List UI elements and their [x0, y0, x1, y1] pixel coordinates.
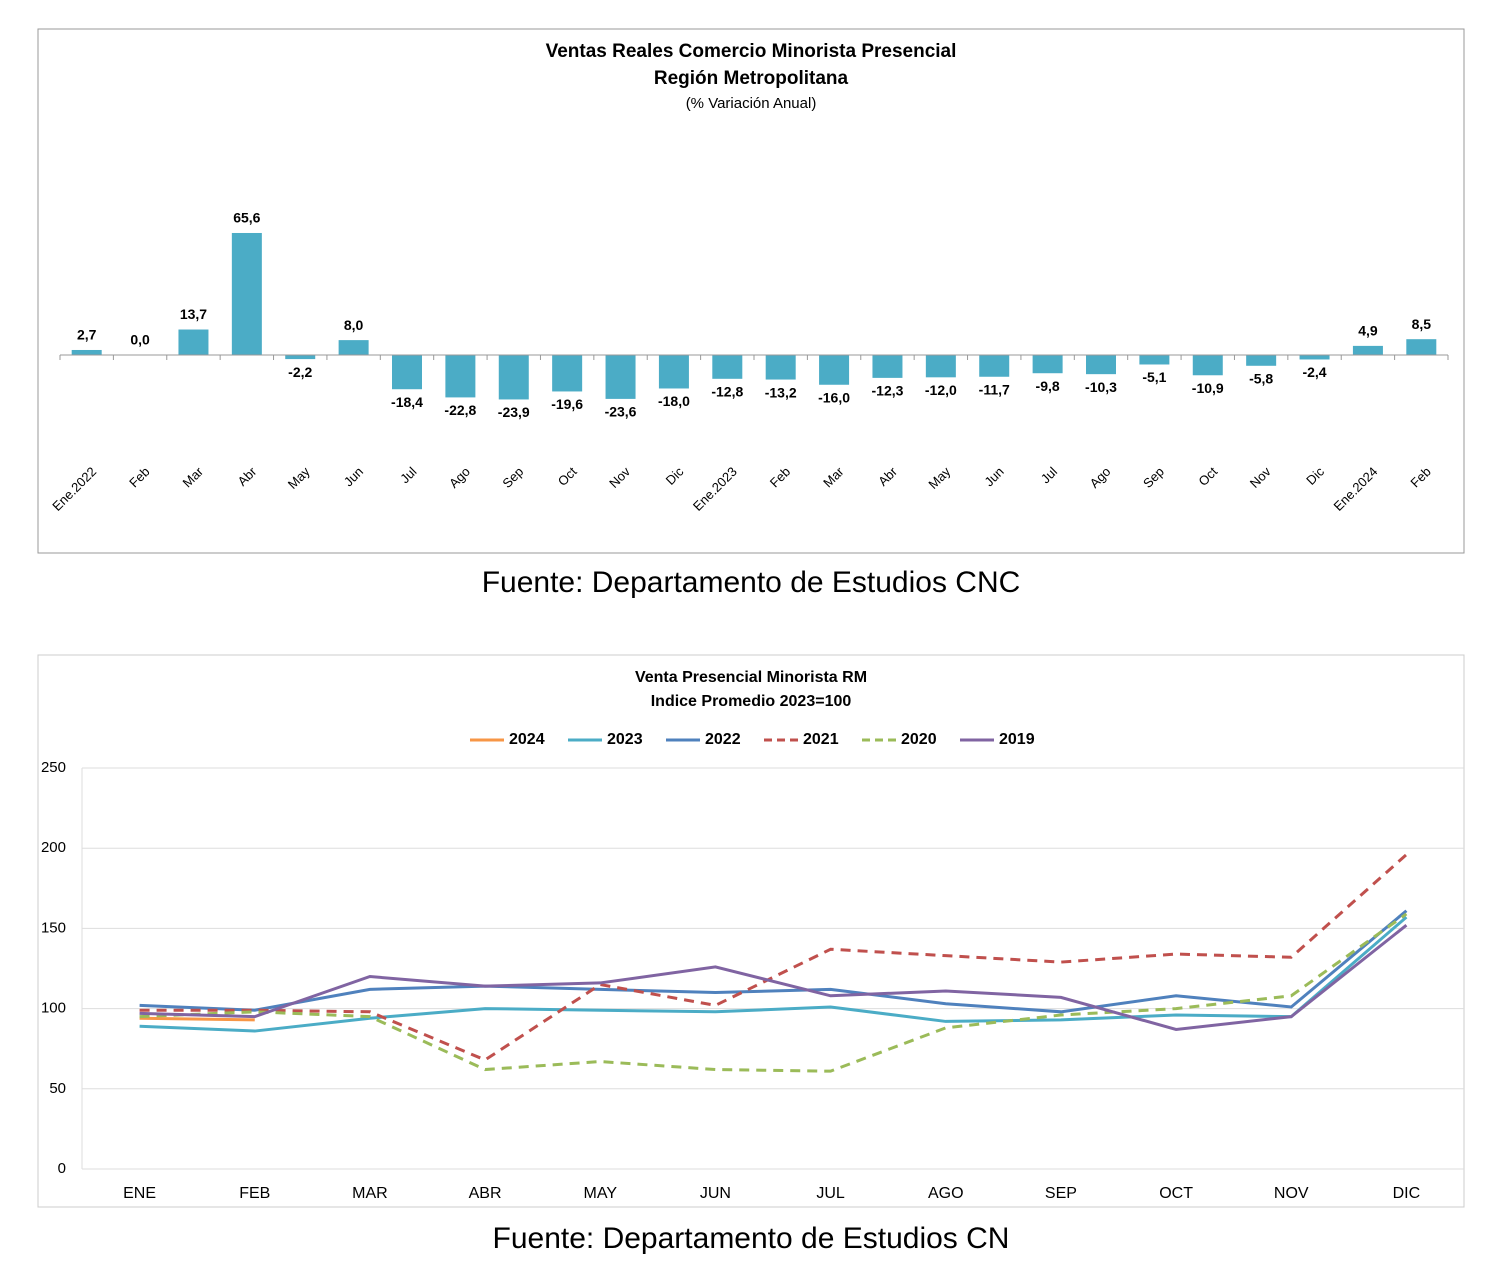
legend-label: 2023	[607, 731, 643, 748]
data-label: -18,0	[658, 393, 690, 409]
bar	[658, 355, 689, 389]
series-line	[139, 853, 1408, 1062]
data-label: -10,3	[1085, 379, 1117, 395]
x-tick-label: OCT	[1159, 1185, 1193, 1202]
data-label: 0,0	[130, 332, 150, 348]
chart-title: Ventas Reales Comercio Minorista Presenc…	[546, 41, 957, 62]
bar	[925, 355, 956, 378]
chart-title: Venta Presencial Minorista RM	[635, 669, 867, 686]
bar	[979, 355, 1010, 377]
data-label: -10,9	[1192, 380, 1224, 396]
data-label: -18,4	[391, 394, 423, 410]
source: Fuente: Departamento de Estudios CNC	[482, 566, 1021, 599]
data-label: -9,8	[1036, 378, 1060, 394]
data-label: 2,7	[77, 327, 97, 343]
source: Fuente: Departamento de Estudios CN	[493, 1222, 1010, 1255]
bar	[71, 349, 102, 355]
bar	[1086, 355, 1116, 375]
series-line	[139, 924, 1408, 1031]
bar	[498, 355, 529, 400]
series-line	[139, 916, 1408, 1033]
data-label: -5,1	[1142, 369, 1166, 385]
legend-label: 2019	[999, 731, 1035, 748]
data-label: -23,6	[605, 404, 637, 420]
bar	[1246, 355, 1277, 366]
x-tick-label: JUN	[700, 1185, 731, 1202]
series-line	[139, 912, 1408, 1073]
x-tick-label: DIC	[1393, 1185, 1421, 1202]
chart-subtitle: Región Metropolitana	[654, 68, 849, 89]
data-label: -2,2	[288, 364, 312, 380]
chart-frame	[37, 28, 1465, 554]
x-tick-label: FEB	[239, 1185, 270, 1202]
bar	[285, 355, 316, 360]
data-label: -23,9	[498, 404, 530, 420]
legend-label: 2024	[509, 731, 545, 748]
data-label: -12,0	[925, 382, 957, 398]
bar	[445, 355, 476, 398]
bar	[872, 355, 903, 378]
x-tick-label: MAR	[352, 1185, 388, 1202]
data-label: -11,7	[979, 381, 1010, 397]
bar	[392, 355, 422, 390]
series-line	[139, 909, 1408, 1014]
y-tick-label: 0	[58, 1160, 66, 1177]
bar	[552, 355, 583, 392]
bar	[1406, 339, 1437, 355]
data-label: 13,7	[180, 306, 207, 322]
bar	[819, 355, 850, 385]
bar	[765, 355, 796, 380]
x-tick-label: ENE	[123, 1185, 156, 1202]
y-tick-label: 200	[41, 839, 66, 856]
x-tick-label: MAY	[584, 1185, 618, 1202]
x-tick-label: JUL	[816, 1185, 845, 1202]
data-label: -12,3	[872, 383, 904, 399]
bar	[1352, 345, 1383, 355]
data-label: -22,8	[444, 402, 476, 418]
y-tick-label: 250	[41, 759, 66, 776]
data-label: 4,9	[1358, 323, 1378, 339]
bar	[1299, 355, 1330, 360]
y-tick-label: 150	[41, 919, 66, 936]
data-label: -5,8	[1249, 370, 1273, 386]
bar	[1032, 355, 1063, 374]
data-label: 8,0	[344, 317, 364, 333]
x-tick-label: AGO	[928, 1185, 964, 1202]
bar	[1139, 355, 1170, 365]
data-label: -19,6	[551, 396, 583, 412]
y-tick-label: 50	[49, 1080, 66, 1097]
bar	[712, 355, 743, 379]
x-tick-label: ABR	[469, 1185, 502, 1202]
chart-subtitle: Indice Promedio 2023=100	[651, 693, 852, 710]
legend-label: 2021	[803, 731, 839, 748]
chart-frame	[37, 654, 1465, 1208]
data-label: 65,6	[233, 210, 260, 226]
x-tick-label: SEP	[1045, 1185, 1077, 1202]
data-label: -13,2	[765, 384, 797, 400]
data-label: 8,5	[1412, 316, 1432, 332]
bar	[178, 329, 209, 355]
chart-units: (% Variación Anual)	[686, 95, 817, 112]
legend-label: 2020	[901, 731, 937, 748]
x-tick-label: NOV	[1274, 1185, 1309, 1202]
bar	[1192, 355, 1223, 376]
data-label: -12,8	[711, 384, 743, 400]
bar	[231, 232, 262, 355]
legend-label: 2022	[705, 731, 741, 748]
data-label: -16,0	[818, 389, 850, 405]
data-label: -2,4	[1302, 364, 1326, 380]
y-tick-label: 100	[41, 1000, 66, 1017]
bar	[338, 340, 369, 355]
series-line	[139, 1016, 255, 1022]
bar	[605, 355, 636, 399]
